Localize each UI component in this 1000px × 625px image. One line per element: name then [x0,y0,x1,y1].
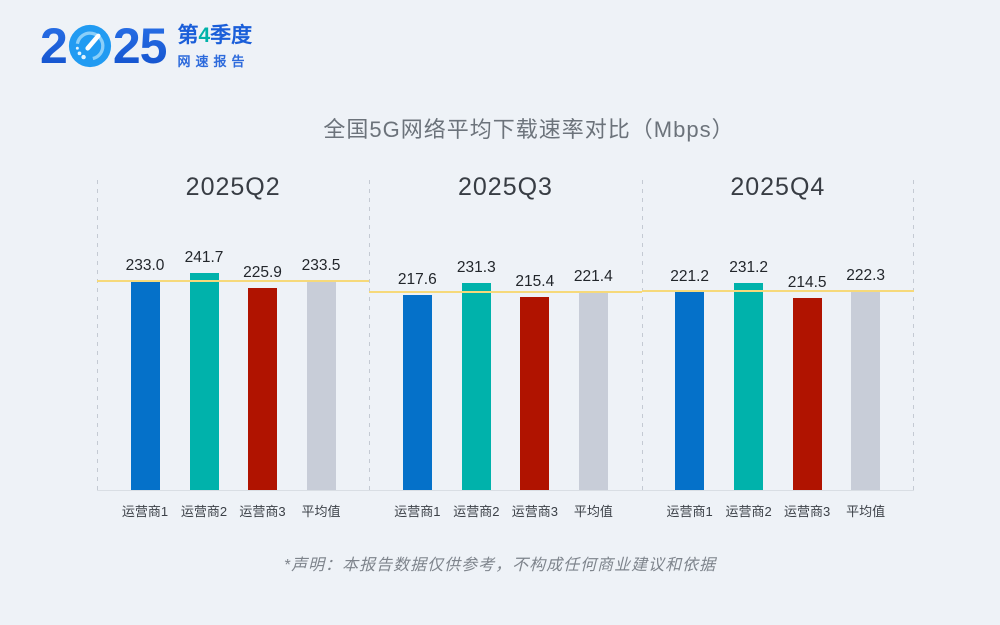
bar-value-label: 221.2 [670,267,710,285]
logo-digits-25: 25 [112,18,168,74]
x-axis-label-运营商3: 运营商3 [511,504,558,519]
bar-value-label: 221.4 [573,267,613,285]
x-axis-label-运营商2: 运营商2 [453,504,500,519]
bar-平均值 [306,280,336,490]
bar-value-label: 233.0 [125,257,165,275]
bar-运营商3 [248,287,277,490]
x-axis-label-平均值: 平均值 [573,504,613,519]
x-axis-label-运营商1: 运营商1 [394,504,441,519]
group-separator-line [913,180,914,490]
logo-quarter-line: 第4季度 [177,23,252,48]
bar-value-label: 215.4 [515,272,555,290]
average-reference-line [97,279,370,282]
group-separator-line [642,180,643,490]
bar-value-label: 231.3 [456,258,496,276]
bar-运营商3 [792,297,822,490]
group-title: 2025Q3 [458,173,553,201]
quarter-group-2025Q3: 2025Q3 217.6 运营商1 231.3 运营商2 215.4 运营商3 221.4 平均… [369,173,642,519]
bar-平均值 [578,291,608,490]
bar-value-label: 214.5 [787,273,827,291]
group-separator-line [97,180,98,490]
x-axis-label-运营商2: 运营商2 [180,504,228,519]
page-title: 全国5G网络平均下载速率对比（Mbps） [323,117,735,142]
bar-value-label: 217.6 [397,270,437,288]
quarter-group-2025Q2: 2025Q2 233.0 运营商1 241.7 运营商2 225.9 运营商3 233.5 平均… [97,173,370,519]
x-axis-label-运营商2: 运营商2 [725,504,772,519]
bar-运营商2 [461,282,491,490]
logo-subtitle: 网速报告 [177,53,250,69]
bar-运营商1 [130,281,160,490]
report-logo: 2 25 第4季度 网速报告 [40,20,252,72]
bar-value-label: 225.9 [243,263,282,281]
quarter-prefix: 第 [177,23,199,47]
bar-运营商2 [189,273,219,490]
bar-运营商3 [520,296,550,490]
logo-year-2025: 2 25 [40,18,168,74]
group-title: 2025Q4 [730,173,826,201]
logo-text: 第4季度 网速报告 [177,23,252,70]
quarter-group-2025Q4: 2025Q4 221.2 运营商1 231.2 运营商2 214.5 运营商3 222.3 平均… [641,173,914,519]
chart: 2025Q2 233.0 运营商1 241.7 运营商2 225.9 运营商3 233.5 平均… [97,173,914,519]
x-axis-label-运营商1: 运营商1 [666,504,713,519]
group-separator-line [369,180,370,490]
average-reference-line [369,290,642,293]
x-axis-label-平均值: 平均值 [846,504,886,519]
bar-平均值 [851,290,881,490]
quarter-suffix: 季度 [210,23,253,47]
disclaimer-note: *声明：本报告数据仅供参考，不构成任何商业建议和依据 [283,557,717,574]
bar-value-label: 222.3 [846,266,886,284]
x-axis-label-平均值: 平均值 [301,504,341,519]
quarter-number: 4 [198,23,211,47]
average-reference-line [641,289,914,292]
bar-运营商1 [402,294,432,490]
bar-value-label: 241.7 [184,249,224,267]
x-axis-label-运营商3: 运营商3 [239,504,286,519]
x-axis-label-运营商1: 运营商1 [121,504,169,519]
bar-value-label: 231.2 [729,258,769,276]
logo-digit-2: 2 [40,18,68,74]
bar-运营商2 [734,282,764,490]
speedometer-icon [68,24,111,68]
group-title: 2025Q2 [185,173,281,201]
bar-value-label: 233.5 [301,256,341,274]
bar-运营商1 [675,291,705,490]
x-axis-label-运营商3: 运营商3 [784,504,831,519]
